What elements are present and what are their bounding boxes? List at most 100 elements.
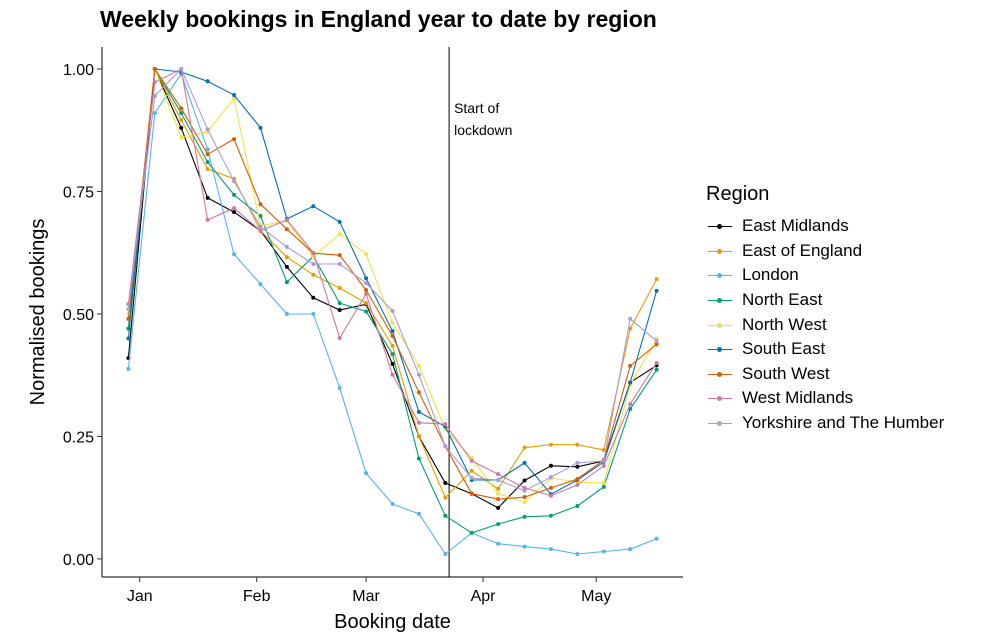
data-point-east-of-england <box>311 272 316 277</box>
annotation-line1: Start of <box>454 100 499 116</box>
legend-key <box>706 269 734 281</box>
data-point-east-of-england <box>496 486 501 491</box>
data-point-north-east <box>601 484 606 489</box>
data-point-yorkshire-and-the-humber <box>522 488 527 493</box>
data-point-east-of-england <box>601 448 606 453</box>
legend-item-yorkshire-and-the-humber: Yorkshire and The Humber <box>706 411 944 436</box>
data-point-north-east <box>284 280 289 285</box>
data-point-west-midlands <box>232 206 237 211</box>
data-point-south-east <box>311 204 316 209</box>
data-point-yorkshire-and-the-humber <box>496 478 501 483</box>
data-point-yorkshire-and-the-humber <box>548 475 553 480</box>
legend: Region East Midlands East of England Londo… <box>706 183 944 435</box>
data-point-south-west <box>469 491 474 496</box>
data-point-west-midlands <box>522 485 527 490</box>
data-point-south-west <box>232 137 237 142</box>
data-point-west-midlands <box>443 422 448 427</box>
x-tick-label: Mar <box>352 588 380 605</box>
annotation-line2: lockdown <box>454 122 512 138</box>
legend-label: East Midlands <box>742 216 849 236</box>
data-point-south-west <box>390 334 395 339</box>
data-point-east-of-england <box>205 166 210 171</box>
data-point-south-west <box>205 152 210 157</box>
legend-item-london: London <box>706 263 944 288</box>
data-point-south-west <box>416 390 421 395</box>
data-point-south-west <box>258 202 263 207</box>
data-point-west-midlands <box>284 217 289 222</box>
data-point-east-of-england <box>179 117 184 122</box>
data-point-london <box>416 511 421 516</box>
data-point-yorkshire-and-the-humber <box>337 261 342 266</box>
data-point-west-midlands <box>575 482 580 487</box>
data-point-west-midlands <box>496 472 501 477</box>
data-point-north-east <box>575 503 580 508</box>
data-point-east-midlands <box>205 195 210 200</box>
legend-key <box>706 245 734 257</box>
data-point-east-midlands <box>311 295 316 300</box>
data-point-south-east <box>628 380 633 385</box>
data-point-east-of-england <box>654 277 659 282</box>
data-point-north-west <box>232 96 237 101</box>
x-tick-label: Jan <box>127 588 153 605</box>
legend-label: North East <box>742 290 823 310</box>
data-point-east-of-england <box>364 301 369 306</box>
data-point-yorkshire-and-the-humber <box>575 460 580 465</box>
data-point-west-midlands <box>258 228 263 233</box>
data-point-east-midlands <box>548 463 553 468</box>
data-point-london <box>601 549 606 554</box>
data-point-north-east <box>522 514 527 519</box>
data-point-yorkshire-and-the-humber <box>311 261 316 266</box>
data-point-north-west <box>601 480 606 485</box>
data-point-east-midlands <box>390 361 395 366</box>
data-point-south-west <box>337 253 342 258</box>
data-point-north-east <box>654 367 659 372</box>
data-point-london <box>390 502 395 507</box>
y-tick-label: 0.00 <box>63 552 94 569</box>
data-point-east-midlands <box>284 264 289 269</box>
y-axis-title: Normalised bookings <box>27 219 49 406</box>
data-point-london <box>284 311 289 316</box>
legend-label: South West <box>742 363 830 383</box>
legend-label: West Midlands <box>742 388 854 408</box>
data-point-south-east <box>205 79 210 84</box>
data-point-yorkshire-and-the-humber <box>416 372 421 377</box>
data-point-london <box>232 252 237 257</box>
data-point-north-west <box>496 491 501 496</box>
data-point-south-west <box>496 497 501 502</box>
data-point-south-east <box>654 288 659 293</box>
data-point-north-east <box>337 301 342 306</box>
data-point-south-west <box>364 287 369 292</box>
data-point-west-midlands <box>390 372 395 377</box>
data-point-east-of-england <box>628 326 633 331</box>
legend-item-south-east: South East <box>706 337 944 362</box>
data-point-north-west <box>364 252 369 257</box>
data-point-north-east <box>390 352 395 357</box>
data-point-london <box>628 547 633 552</box>
y-tick-label: 0.75 <box>63 185 94 202</box>
data-point-north-east <box>469 530 474 535</box>
data-point-yorkshire-and-the-humber <box>232 179 237 184</box>
legend-label: London <box>742 265 799 285</box>
data-point-south-west <box>179 106 184 111</box>
data-point-east-of-england <box>284 255 289 260</box>
legend-label: East of England <box>742 240 863 260</box>
data-point-yorkshire-and-the-humber <box>364 281 369 286</box>
legend-label: Yorkshire and The Humber <box>742 413 945 433</box>
data-point-north-west <box>522 500 527 505</box>
data-point-yorkshire-and-the-humber <box>443 444 448 449</box>
data-point-london <box>522 544 527 549</box>
legend-key <box>706 392 734 404</box>
data-point-west-midlands <box>364 291 369 296</box>
data-point-north-east <box>548 513 553 518</box>
legend-title: Region <box>706 183 770 205</box>
x-tick-label: May <box>581 588 611 605</box>
data-point-south-east <box>416 409 421 414</box>
data-point-yorkshire-and-the-humber <box>258 224 263 229</box>
data-point-south-east <box>126 336 131 341</box>
data-point-south-west <box>628 363 633 368</box>
data-point-north-east <box>179 111 184 116</box>
x-tick-label: Feb <box>243 588 271 605</box>
data-point-london <box>337 385 342 390</box>
data-point-east-midlands <box>179 125 184 130</box>
